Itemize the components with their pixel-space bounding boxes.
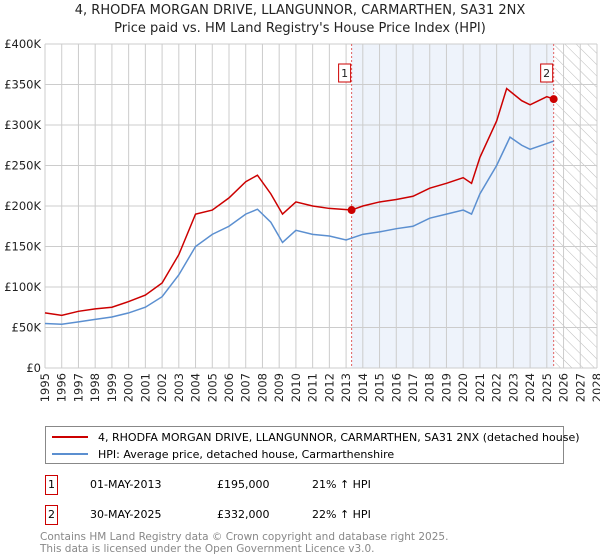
- chart-subtitle: Price paid vs. HM Land Registry's House …: [114, 21, 486, 36]
- sale-row-2: 2 30-MAY-2025 £332,000 22% ↑ HPI: [45, 505, 545, 525]
- x-tick-label: 1996: [55, 373, 69, 402]
- series-line-hpi: [44, 136, 554, 326]
- sale-marker-box: 2: [45, 505, 58, 525]
- y-tick-label: £300K: [4, 118, 41, 132]
- x-tick-label: 2018: [423, 373, 437, 402]
- legend-label: HPI: Average price, detached house, Carm…: [98, 447, 395, 461]
- x-tick-label: 2002: [155, 373, 169, 402]
- legend: 4, RHODFA MORGAN DRIVE, LLANGUNNOR, CARM…: [45, 426, 580, 464]
- series-line-property: [44, 87, 554, 317]
- sale-hpi: 21% ↑ HPI: [312, 478, 371, 491]
- x-tick-label: 1997: [71, 373, 85, 402]
- legend-item-property: 4, RHODFA MORGAN DRIVE, LLANGUNNOR, CARM…: [46, 429, 580, 445]
- x-tick-label: 1998: [88, 373, 102, 402]
- x-tick-label: 2016: [389, 373, 403, 402]
- x-tick-label: 2015: [373, 373, 387, 402]
- sale-label: 1: [341, 67, 348, 80]
- x-tick-label: 2024: [523, 373, 537, 402]
- legend-item-hpi: HPI: Average price, detached house, Carm…: [46, 446, 394, 462]
- legend-label: 4, RHODFA MORGAN DRIVE, LLANGUNNOR, CARM…: [98, 430, 580, 444]
- x-tick-label: 2026: [557, 373, 571, 402]
- sale-hpi: 22% ↑ HPI: [312, 508, 371, 521]
- sale-label: 2: [543, 67, 550, 80]
- y-tick-label: £100K: [4, 280, 41, 294]
- x-tick-label: 2007: [239, 373, 253, 402]
- x-tick-label: 2022: [490, 373, 504, 402]
- y-tick-label: £150K: [4, 240, 41, 254]
- legend-swatch: [52, 436, 88, 438]
- sale-date: 30-MAY-2025: [90, 508, 162, 521]
- x-tick-label: 1999: [105, 373, 119, 402]
- x-tick-label: 2000: [122, 373, 136, 402]
- y-tick-label: £350K: [4, 78, 41, 92]
- sale-marker-box: 1: [45, 475, 58, 495]
- y-tick-label: £50K: [12, 321, 42, 335]
- sale-point: [347, 206, 356, 215]
- x-tick-label: 2025: [540, 373, 554, 402]
- x-tick-label: 2010: [289, 373, 303, 402]
- x-tick-label: 2019: [439, 373, 453, 402]
- x-tick-label: 2011: [306, 373, 320, 402]
- sale-label-box: [540, 63, 554, 83]
- x-tick-label: 2027: [573, 373, 587, 402]
- sale-price: £195,000: [217, 478, 270, 491]
- x-tick-label: 2003: [172, 373, 186, 402]
- footer: Contains HM Land Registry data © Crown c…: [40, 531, 448, 555]
- x-tick-label: 2014: [356, 373, 370, 402]
- x-tick-label: 2021: [473, 373, 487, 402]
- x-tick-label: 2009: [272, 373, 286, 402]
- y-tick-label: £250K: [4, 159, 41, 173]
- sale-date: 01-MAY-2013: [90, 478, 162, 491]
- y-tick-label: £0: [26, 361, 41, 375]
- x-tick-label: 2004: [189, 373, 203, 402]
- plot-area: 1995 1996 1997 1998 1999 2000 2001 2002 2003 2004…: [4, 37, 600, 402]
- x-tick-label: 2028: [590, 373, 600, 402]
- x-tick-label: 2013: [339, 373, 353, 402]
- sale-price: £332,000: [217, 508, 270, 521]
- legend-swatch: [52, 453, 88, 455]
- sale-point: [549, 95, 558, 104]
- x-tick-label: 2008: [255, 373, 269, 402]
- x-tick-label: 2012: [322, 373, 336, 402]
- x-tick-label: 1995: [38, 373, 52, 402]
- sale-row-1: 1 01-MAY-2013 £195,000 21% ↑ HPI: [45, 475, 545, 495]
- footer-line-1: Contains HM Land Registry data © Crown c…: [40, 531, 449, 543]
- x-tick-label: 2006: [222, 373, 236, 402]
- chart-title: 4, RHODFA MORGAN DRIVE, LLANGUNNOR, CARM…: [74, 3, 526, 18]
- footer-line-2: This data is licensed under the Open Gov…: [40, 543, 375, 555]
- y-tick-label: £200K: [4, 199, 41, 213]
- x-tick-label: 2017: [406, 373, 420, 402]
- y-tick-label: £400K: [4, 37, 41, 51]
- x-tick-label: 2005: [205, 373, 219, 402]
- sale-label-box: [338, 63, 352, 83]
- x-tick-label: 2001: [138, 373, 152, 402]
- x-tick-label: 2023: [506, 373, 520, 402]
- x-tick-label: 2020: [456, 373, 470, 402]
